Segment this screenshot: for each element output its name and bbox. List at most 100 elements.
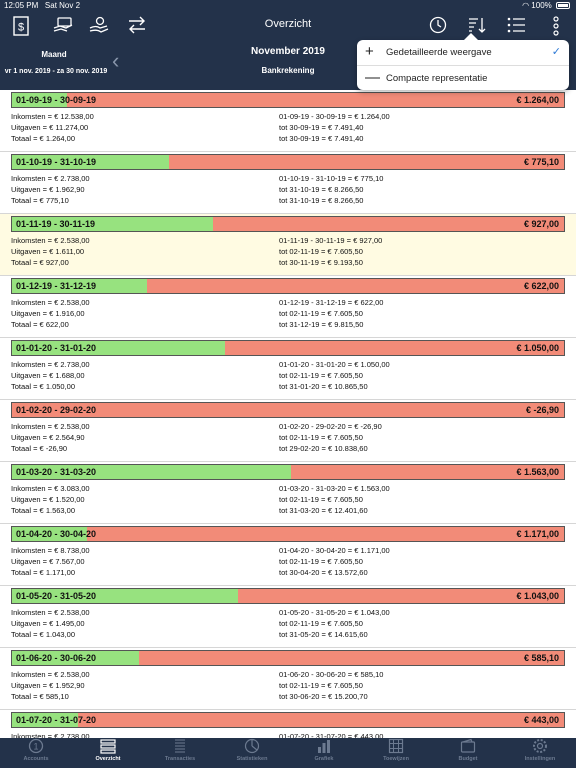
balance-end-text: tot 30-09-19 = € 7.491,40 [279, 134, 364, 143]
period-total: € 585,10 [523, 653, 559, 663]
period-sum-text: 01-02-20 - 29-02-20 = € -26,90 [279, 422, 382, 431]
expense-text: Uitgaven = € 1.952,90 [11, 681, 85, 690]
income-fill [12, 713, 79, 727]
period-total: € 1.171,00 [516, 529, 559, 539]
more-icon[interactable] [545, 16, 567, 38]
income-text: Inkomsten = € 2.538,00 [11, 298, 90, 307]
income-text: Inkomsten = € 2.738,00 [11, 732, 90, 738]
svg-text:1: 1 [33, 742, 38, 752]
checkmark-icon: ✓ [551, 46, 561, 58]
income-expense-bar: 01-09-19 - 30-09-19 € 1.264,00 [11, 92, 565, 108]
period-row[interactable]: 01-05-20 - 31-05-20 € 1.043,00 Inkomsten… [0, 586, 576, 648]
period-row[interactable]: 01-09-19 - 30-09-19 € 1.264,00 Inkomsten… [0, 90, 576, 152]
period-range: 01-10-19 - 31-10-19 [16, 157, 97, 167]
menu-item-detailed-view[interactable]: + Gedetailleerde weergave ✓ [357, 40, 569, 65]
minus-icon: — [365, 69, 380, 86]
menu-item-compact-view[interactable]: — Compacte representatie [357, 66, 569, 91]
period-total: € 775,10 [523, 157, 559, 167]
tab-statistieken[interactable]: Statistieken [216, 738, 288, 768]
income-expense-bar: 01-04-20 - 30-04-20 € 1.171,00 [11, 526, 565, 542]
dollar-icon[interactable]: $ [10, 16, 32, 38]
view-options-popover: + Gedetailleerde weergave ✓ — Compacte r… [357, 40, 569, 90]
menu-divider [357, 65, 569, 66]
balance-today-text: tot 02-11-19 = € 7.605,50 [279, 309, 363, 318]
chevron-left-icon[interactable]: ‹ [112, 48, 120, 73]
tab-grafiek[interactable]: Grafiek [288, 738, 360, 768]
period-range: 01-05-20 - 31-05-20 [16, 591, 97, 601]
period-total: € 1.563,00 [516, 467, 559, 477]
balance-today-text: tot 02-11-19 = € 7.605,50 [279, 557, 363, 566]
account-name[interactable]: Bankrekening [261, 66, 315, 75]
period-row[interactable]: 01-02-20 - 29-02-20 € -26,90 Inkomsten =… [0, 400, 576, 462]
balance-end-text: tot 30-04-20 = € 13.572,60 [279, 568, 368, 577]
period-row[interactable]: 01-10-19 - 31-10-19 € 775,10 Inkomsten =… [0, 152, 576, 214]
period-sum-text: 01-01-20 - 31-01-20 = € 1.050,00 [279, 360, 390, 369]
sort-icon[interactable] [466, 16, 488, 38]
period-list[interactable]: 01-09-19 - 30-09-19 € 1.264,00 Inkomsten… [0, 90, 576, 738]
period-sum-text: 01-03-20 - 31-03-20 = € 1.563,00 [279, 484, 390, 493]
period-sum-text: 01-06-20 - 30-06-20 = € 585,10 [279, 670, 384, 679]
money-hand-icon[interactable] [52, 16, 74, 38]
status-time: 12:05 PM [4, 1, 39, 10]
expense-text: Uitgaven = € 7.567,00 [11, 557, 85, 566]
clock-icon[interactable] [427, 16, 449, 38]
income-text: Inkomsten = € 2.538,00 [11, 422, 90, 431]
swap-arrows-icon[interactable] [126, 16, 148, 38]
period-row[interactable]: 01-11-19 - 30-11-19 € 927,00 Inkomsten =… [0, 214, 576, 276]
income-expense-bar: 01-05-20 - 31-05-20 € 1.043,00 [11, 588, 565, 604]
gear-icon [504, 738, 576, 756]
income-expense-bar: 01-02-20 - 29-02-20 € -26,90 [11, 402, 565, 418]
balance-today-text: tot 02-11-19 = € 7.605,50 [279, 681, 363, 690]
list-icon[interactable] [505, 16, 527, 38]
total-text: Totaal = € 1.264,00 [11, 134, 76, 143]
period-range: 01-06-20 - 30-06-20 [16, 653, 97, 663]
period-row[interactable]: 01-07-20 - 31-07-20 € 443,00 Inkomsten =… [0, 710, 576, 738]
tab-accounts[interactable]: 1 Accounts [0, 738, 72, 768]
period-row[interactable]: 01-12-19 - 31-12-19 € 622,00 Inkomsten =… [0, 276, 576, 338]
period-type-label[interactable]: Maand [41, 50, 67, 59]
period-range: 01-07-20 - 31-07-20 [16, 715, 97, 725]
period-range: 01-02-20 - 29-02-20 [16, 405, 97, 415]
plus-icon: + [365, 43, 374, 60]
balance-end-text: tot 31-12-19 = € 9.815,50 [279, 320, 364, 329]
income-expense-bar: 01-01-20 - 31-01-20 € 1.050,00 [11, 340, 565, 356]
tab-label: Instellingen [524, 756, 556, 762]
period-range: 01-01-20 - 31-01-20 [16, 343, 97, 353]
overview-icon [72, 738, 144, 756]
period-row[interactable]: 01-04-20 - 30-04-20 € 1.171,00 Inkomsten… [0, 524, 576, 586]
coin-icon: 1 [0, 738, 72, 756]
tab-label: Statistieken [236, 756, 268, 762]
period-range: 01-09-19 - 30-09-19 [16, 95, 97, 105]
balance-today-text: tot 31-10-19 = € 8.266,50 [279, 185, 364, 194]
total-text: Totaal = € 927,00 [11, 258, 69, 267]
period-total: € -26,90 [525, 405, 559, 415]
savings-hand-icon[interactable] [88, 16, 110, 38]
total-text: Totaal = € 622,00 [11, 320, 69, 329]
total-text: Totaal = € 585,10 [11, 692, 69, 701]
page-title: Overzicht [264, 18, 312, 30]
income-fill [12, 465, 291, 479]
period-range-label: vr 1 nov. 2019 - za 30 nov. 2019 [4, 68, 108, 75]
tab-transacties[interactable]: Transacties [144, 738, 216, 768]
tab-toewijzen[interactable]: Toewijzen [360, 738, 432, 768]
income-fill [12, 279, 148, 293]
income-text: Inkomsten = € 3.083,00 [11, 484, 90, 493]
period-row[interactable]: 01-06-20 - 30-06-20 € 585,10 Inkomsten =… [0, 648, 576, 710]
balance-today-text: tot 30-09-19 = € 7.491,40 [279, 123, 364, 132]
svg-text:$: $ [18, 22, 24, 34]
period-sum-text: 01-05-20 - 31-05-20 = € 1.043,00 [279, 608, 390, 617]
tab-budget[interactable]: Budget [432, 738, 504, 768]
balance-end-text: tot 30-06-20 = € 15.200,70 [279, 692, 368, 701]
balance-today-text: tot 02-11-19 = € 7.605,50 [279, 371, 363, 380]
period-sum-text: 01-07-20 - 31-07-20 = € 443,00 [279, 732, 384, 738]
tab-overzicht[interactable]: Overzicht [72, 738, 144, 768]
income-expense-bar: 01-06-20 - 30-06-20 € 585,10 [11, 650, 565, 666]
period-row[interactable]: 01-03-20 - 31-03-20 € 1.563,00 Inkomsten… [0, 462, 576, 524]
income-expense-bar: 01-10-19 - 31-10-19 € 775,10 [11, 154, 565, 170]
period-sum-text: 01-12-19 - 31-12-19 = € 622,00 [279, 298, 384, 307]
period-row[interactable]: 01-01-20 - 31-01-20 € 1.050,00 Inkomsten… [0, 338, 576, 400]
income-text: Inkomsten = € 2.538,00 [11, 236, 90, 245]
balance-today-text: tot 02-11-19 = € 7.605,50 [279, 495, 363, 504]
tab-bar: 1 Accounts Overzicht Transacties Statistieke… [0, 738, 576, 768]
tab-instellingen[interactable]: Instellingen [504, 738, 576, 768]
